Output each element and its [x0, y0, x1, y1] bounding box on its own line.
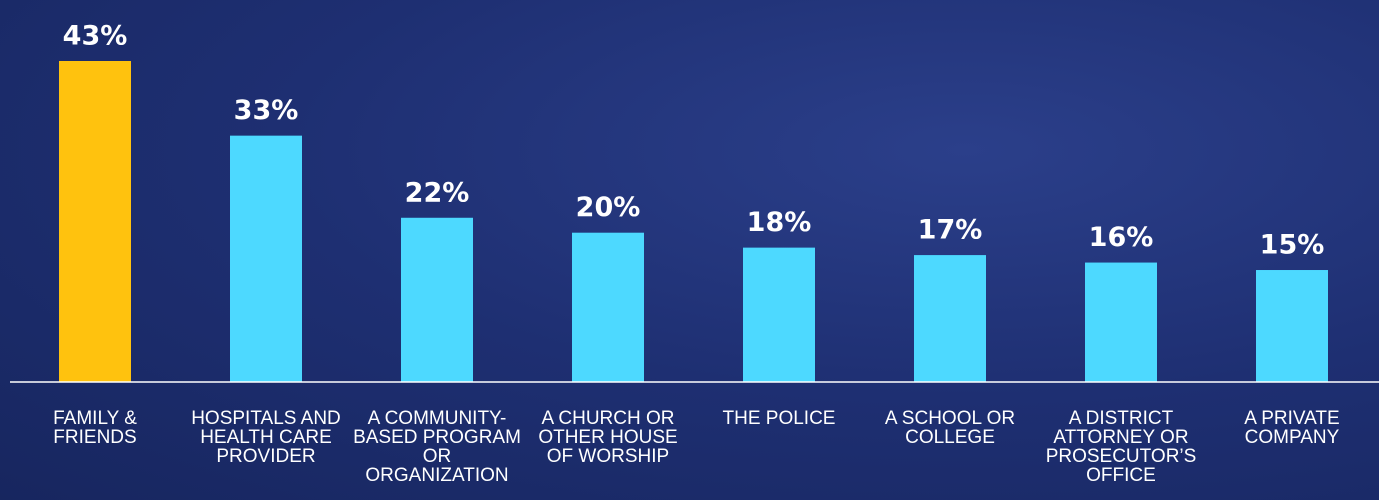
x-tick-label: A CHURCH OR OTHER HOUSE OF WORSHIP	[538, 408, 678, 467]
value-label: 33%	[234, 95, 299, 126]
bar	[1256, 270, 1328, 382]
value-label: 15%	[1260, 230, 1325, 261]
bar	[230, 135, 302, 382]
bar	[1085, 262, 1157, 382]
x-tick-label: HOSPITALS AND HEALTH CARE PROVIDER	[191, 408, 341, 467]
bar	[59, 61, 131, 382]
x-tick-label: A COMMUNITY-BASED PROGRAM OR ORGANIZATIO…	[353, 408, 521, 486]
value-label: 43%	[63, 21, 128, 52]
value-label: 18%	[747, 207, 812, 238]
bar	[914, 255, 986, 382]
x-tick-label: FAMILY & FRIENDS	[53, 408, 137, 448]
bar	[401, 217, 473, 382]
value-label: 20%	[576, 192, 641, 223]
bar	[572, 232, 644, 382]
value-label: 16%	[1089, 222, 1154, 253]
x-tick-label: A DISTRICT ATTORNEY OR PROSECUTOR’S OFFI…	[1045, 408, 1197, 486]
bar	[743, 247, 815, 382]
value-label: 22%	[405, 177, 470, 208]
value-label: 17%	[918, 215, 983, 246]
x-tick-label: A SCHOOL OR COLLEGE	[884, 408, 1016, 448]
x-tick-label: A PRIVATE COMPANY	[1244, 408, 1340, 448]
x-tick-label: THE POLICE	[722, 408, 836, 429]
